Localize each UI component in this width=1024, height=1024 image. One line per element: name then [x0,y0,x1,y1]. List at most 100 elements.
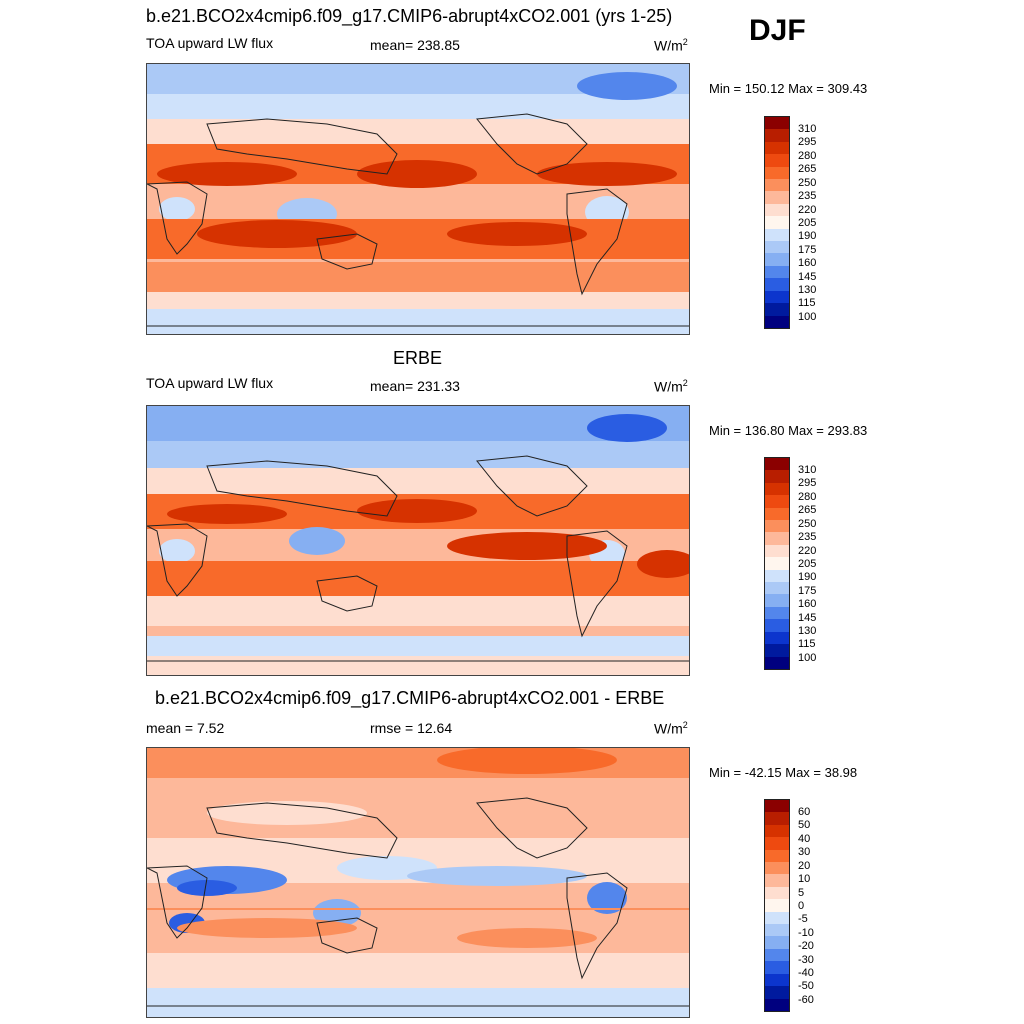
colorbar-swatch [765,986,789,999]
panel3-cb-label: 0 [798,900,805,912]
panel1-cb-label: 115 [798,297,816,309]
panel3-aus-cold [313,899,361,927]
colorbar-swatch [765,203,789,217]
colorbar-swatch [765,315,789,328]
colorbar-swatch [765,166,789,180]
panel1-npac-high [357,160,477,188]
panel1-cb-label: 250 [798,177,817,189]
panel1-cb-label: 295 [798,136,817,148]
panel1-itcz-band [147,189,689,207]
panel3-sh-midlat [147,953,689,988]
panel3-arctic-warm [437,748,617,774]
colorbar-swatch [765,837,789,850]
panel1-cb-label: 310 [798,123,817,135]
panel3-samerica-cold [587,882,627,914]
panel2-colorbar [764,457,790,670]
colorbar-swatch [765,228,789,242]
panel2-cb-label: 220 [798,545,817,557]
panel2-samerica-coast [566,530,628,638]
panel2-maritime-cold [289,527,345,555]
colorbar-swatch [765,253,789,266]
panel1-left-label: TOA upward LW flux [146,35,274,51]
panel2-cb-label: 100 [798,652,817,664]
colorbar-swatch [765,812,789,825]
panel1-sio-high [197,220,357,248]
panel3-io-coldest [177,880,237,896]
colorbar-swatch [765,544,789,558]
panel2-satl-high [637,550,689,578]
panel3-cb-label: -50 [798,980,814,992]
colorbar-swatch [765,470,789,483]
panel2-minmax: Min = 136.80 Max = 293.83 [709,423,868,438]
panel3-colorbar [764,799,790,1012]
panel2-left-label: TOA upward LW flux [146,375,274,391]
panel1-antarctic [147,309,689,334]
colorbar-swatch [765,117,789,130]
panel2-antarctic-edge [147,656,689,675]
panel1-africa-coast [147,181,208,255]
panel1-eurasia-coast [206,118,398,175]
panel1-colorbar-swatches [765,117,789,328]
colorbar-swatch [765,458,789,471]
panel2-namerica-coast [476,455,588,517]
panel2-title: ERBE [393,348,443,368]
panel1-cb-label: 265 [798,163,817,175]
panel1-spac-high [447,222,587,246]
panel3-cb-label: -30 [798,954,814,966]
panel3-sio-warm [177,918,357,938]
panel1-mean-label: mean= 238.85 [370,37,460,53]
panel1-cb-label: 220 [798,204,817,216]
panel1-cb-label: 130 [798,284,817,296]
colorbar-swatch [765,899,789,912]
panel2-cb-label: 190 [798,571,817,583]
panel1-cb-label: 145 [798,271,817,283]
panel1-units: W/m2 [654,37,688,54]
panel2-africa-high [167,504,287,524]
panel2-eurasia-coast [206,460,398,517]
colorbar-swatch [765,619,789,632]
panel1-colorbar [764,116,790,329]
panel2-midlat-band [147,468,689,496]
colorbar-swatch [765,265,789,279]
panel3-mean-label: mean = 7.52 [146,720,225,736]
colorbar-swatch [765,961,789,974]
panel1-africa-high [157,162,297,186]
colorbar-swatch [765,141,789,155]
colorbar-swatch [765,911,789,925]
panel2-australia-coast [316,575,378,612]
panel3-colorbar-swatches [765,800,789,1011]
panel2-cb-label: 280 [798,491,817,503]
panel1-coastlines [147,113,689,327]
colorbar-swatch [765,278,789,291]
panel3-namerica-coast [476,797,588,859]
panel2-cb-label: 250 [798,518,817,530]
panel3-sh-warm-line [147,908,689,910]
panel3-cb-label: 40 [798,833,811,845]
panel2-cb-label: 265 [798,504,817,516]
colorbar-swatch [765,594,789,607]
panel3-cb-label: 50 [798,819,811,831]
panel1-map [146,63,690,335]
colorbar-swatch [765,482,789,496]
panel1-namerica-coast [476,113,588,175]
panel3-samerica-coast [566,872,628,980]
panel2-cb-label: 115 [798,638,816,650]
panel3-cb-label: 5 [798,887,805,899]
panel2-spac-high [447,532,607,560]
panel2-map [146,405,690,676]
panel1-australia-coast [316,233,378,270]
panel2-cb-label: 175 [798,585,817,597]
colorbar-swatch [765,973,789,987]
colorbar-swatch [765,824,789,838]
panel2-units: W/m2 [654,378,688,395]
colorbar-swatch [765,507,789,521]
panel2-cb-label: 160 [798,598,817,610]
panel1-cb-label: 205 [798,217,817,229]
colorbar-swatch [765,936,789,949]
panel1-africa-cold [159,197,195,221]
panel3-cb-label: -40 [798,967,814,979]
panel3-cb-label: 10 [798,873,811,885]
panel3-pac-cold [407,866,587,886]
panel3-antarctic [147,988,689,1017]
colorbar-swatch [765,557,789,570]
